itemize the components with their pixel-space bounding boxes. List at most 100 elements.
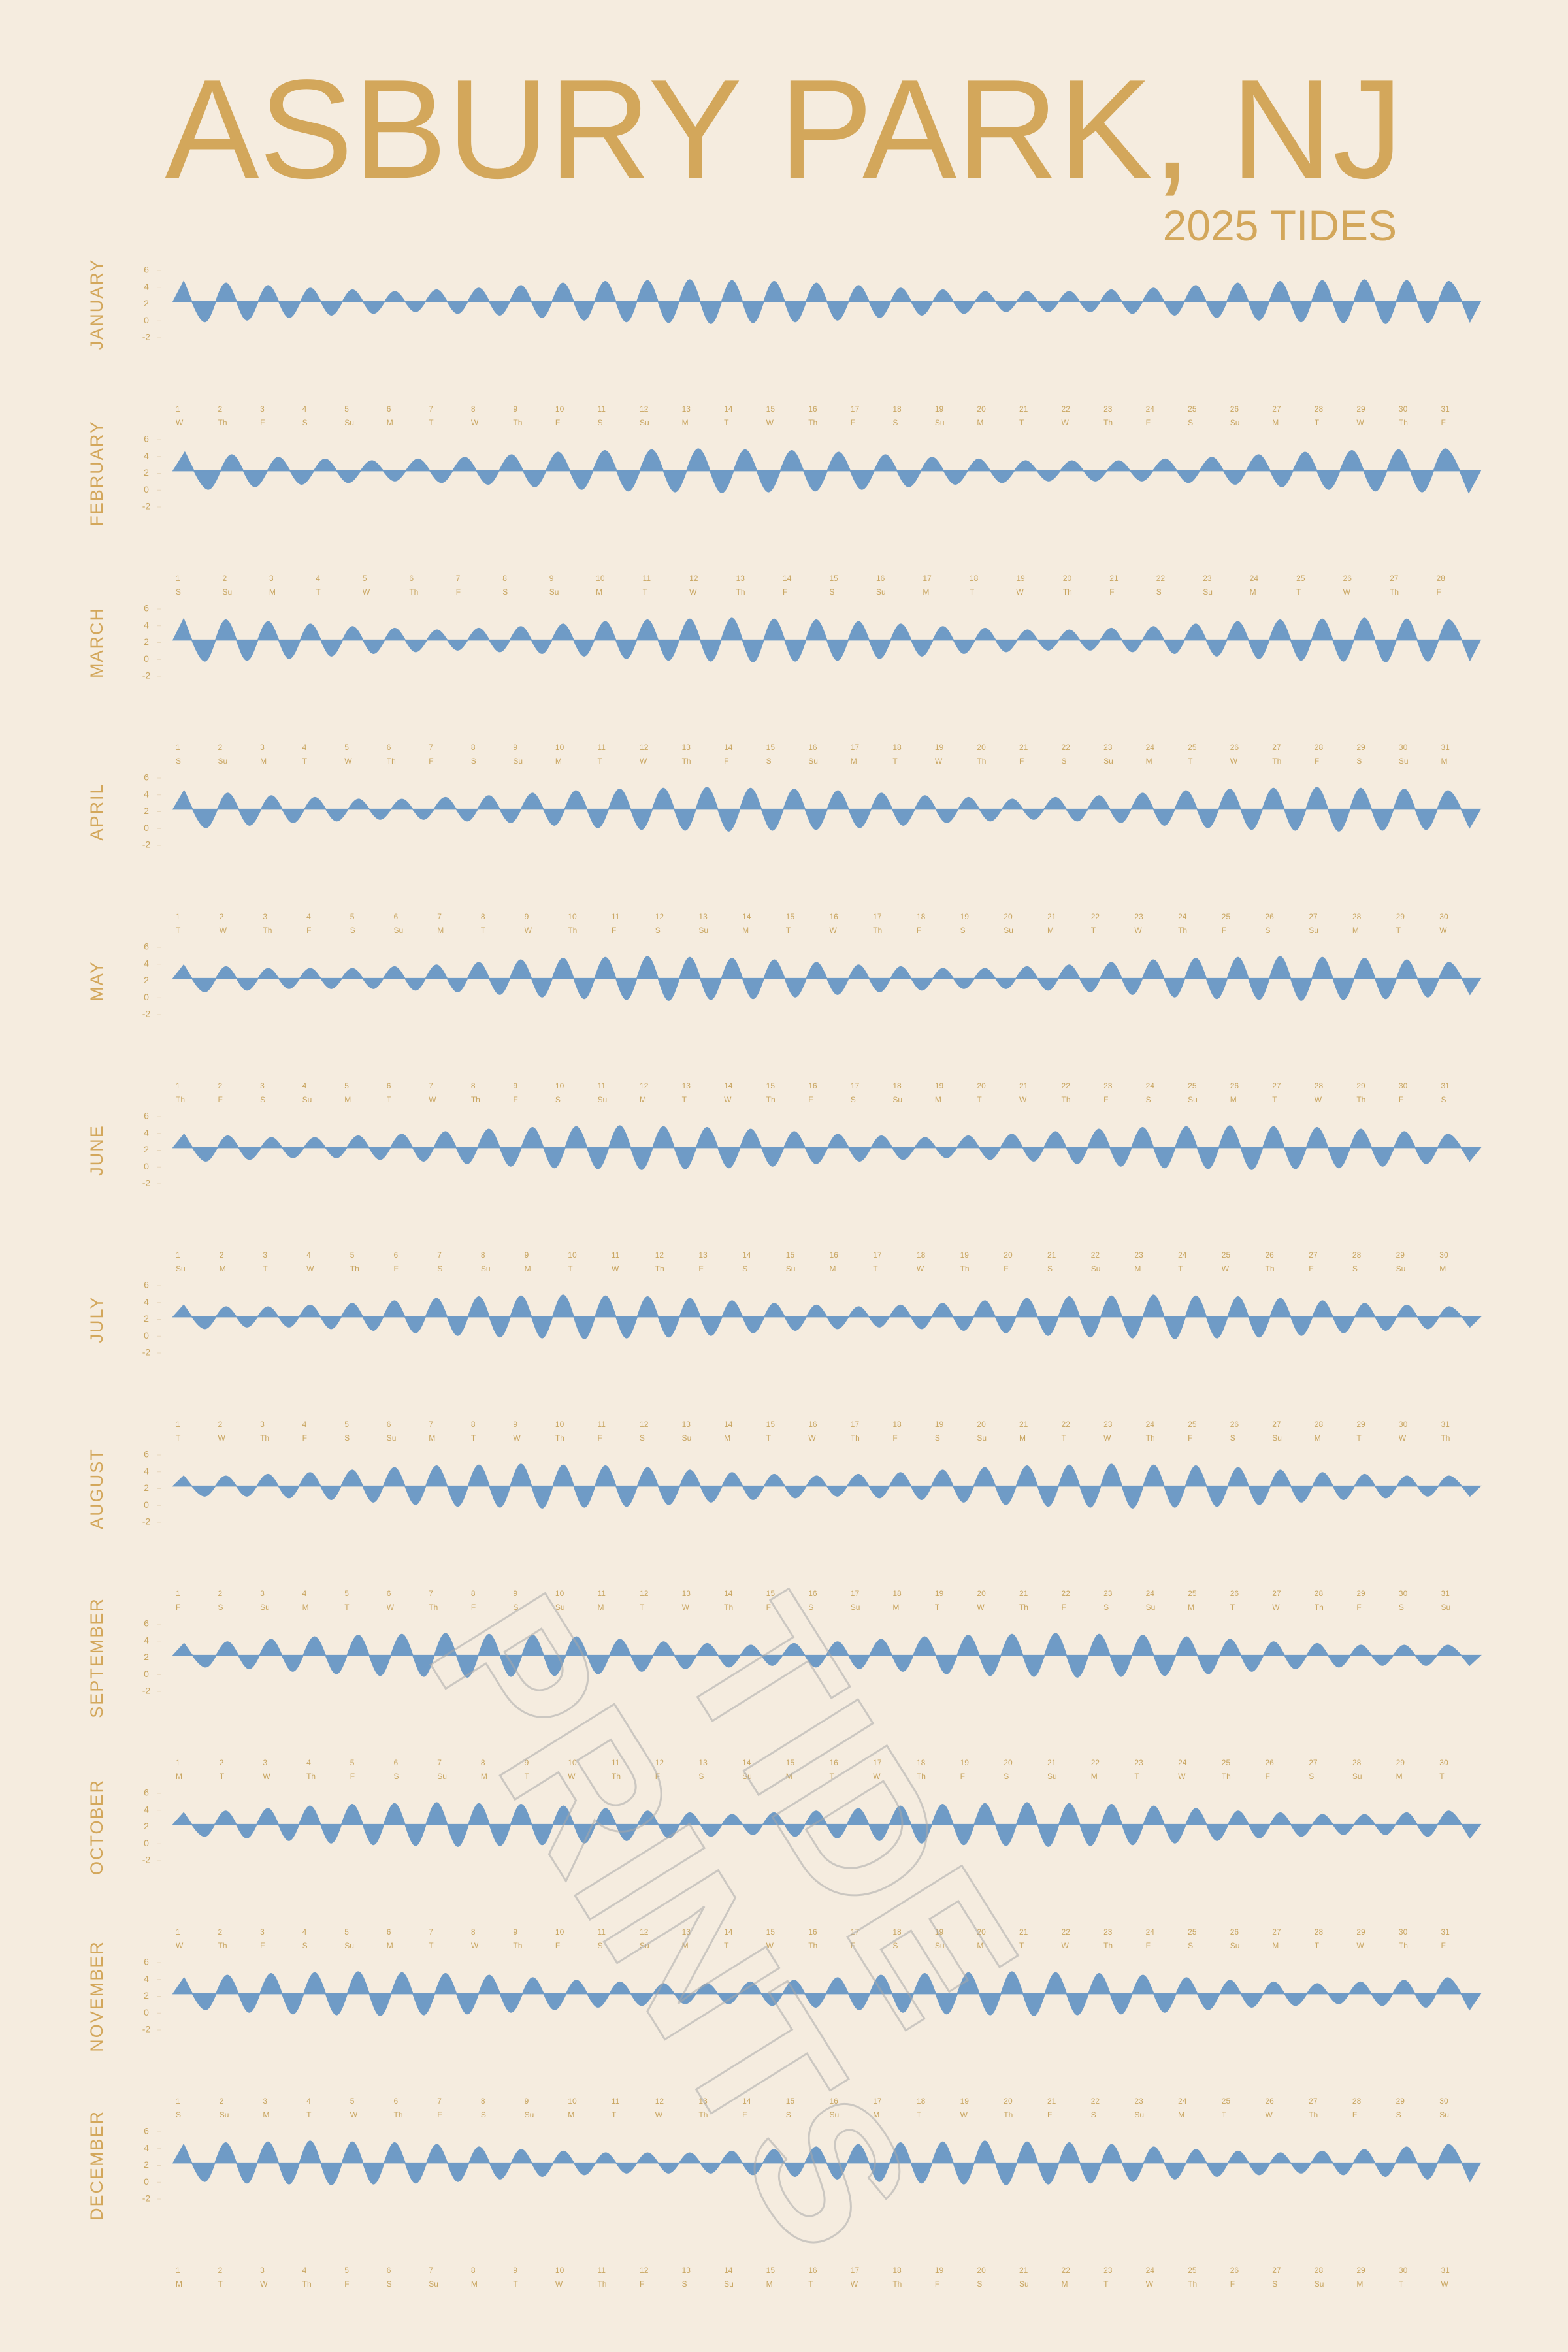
y-tick-label: 6 <box>144 1788 149 1798</box>
weekday: F <box>1441 1941 1445 1950</box>
day-number: 6 <box>387 1927 391 1936</box>
weekday: S <box>1309 1772 1314 1781</box>
y-tick-label: 2 <box>144 1990 149 2001</box>
weekday: M <box>1315 1433 1321 1443</box>
weekday: M <box>1439 1264 1446 1273</box>
day-number: 10 <box>568 2097 577 2106</box>
weekday: M <box>742 926 749 935</box>
y-tick-label: 4 <box>144 2142 149 2153</box>
y-tick-label: 0 <box>144 1499 149 1510</box>
day-number: 6 <box>394 1250 399 1260</box>
month-name: AUGUST <box>87 1448 106 1529</box>
weekday: Su <box>344 418 354 427</box>
day-number: 30 <box>1399 2266 1408 2275</box>
day-number: 9 <box>513 2266 517 2275</box>
day-number: 1 <box>176 912 180 921</box>
day-number: 10 <box>555 1589 564 1598</box>
y-tick-label: 2 <box>144 975 149 985</box>
day-number: 24 <box>1178 912 1187 921</box>
day-number: 14 <box>724 1420 733 1429</box>
day-number: 9 <box>525 2097 529 2106</box>
day-number: 8 <box>481 1250 485 1260</box>
day-number: 27 <box>1272 1081 1281 1090</box>
day-number: 3 <box>260 404 265 414</box>
tide-curve <box>172 1463 1482 1509</box>
weekday: Su <box>724 2279 734 2289</box>
weekday: Th <box>555 1433 564 1443</box>
day-number: 9 <box>513 1589 517 1598</box>
weekday: S <box>176 757 181 766</box>
poster-subtitle: 2025 TIDES <box>1163 201 1397 250</box>
weekday: Su <box>640 418 649 427</box>
day-number: 18 <box>892 2266 902 2275</box>
y-tick-label: 4 <box>144 1804 149 1814</box>
day-number: 14 <box>742 2097 751 2106</box>
day-number: 13 <box>682 1589 691 1598</box>
month-row: MARCH -202461S2Su3M4T5W6Th7F8S9Su10M11T12… <box>87 603 1482 766</box>
weekday: F <box>456 587 461 596</box>
weekday: Th <box>1272 757 1281 766</box>
weekday: T <box>1315 418 1320 427</box>
day-number: 17 <box>923 574 932 583</box>
weekday: W <box>935 757 943 766</box>
day-number: 24 <box>1178 1758 1187 1767</box>
y-tick-label: 0 <box>144 1838 149 1848</box>
weekday: M <box>1396 1772 1403 1781</box>
weekday: M <box>977 1941 983 1950</box>
day-number: 3 <box>263 1250 267 1260</box>
day-number: 5 <box>344 743 349 752</box>
month-name: OCTOBER <box>87 1779 106 1875</box>
weekday: T <box>429 418 434 427</box>
day-number: 28 <box>1315 404 1324 414</box>
weekday: Th <box>263 926 272 935</box>
weekday: M <box>387 418 393 427</box>
day-number: 10 <box>555 743 564 752</box>
day-number: 11 <box>612 912 620 921</box>
weekday: Su <box>549 587 559 596</box>
day-number: 20 <box>1004 1250 1013 1260</box>
month-row: JANUARY -202461W2Th3F4S5Su6M7T8W9Th10F11S… <box>87 259 1482 427</box>
weekday: W <box>682 1603 690 1612</box>
day-number: 17 <box>873 912 882 921</box>
day-number: 14 <box>724 2266 733 2275</box>
month-rows: JANUARY -202461W2Th3F4S5Su6M7T8W9Th10F11S… <box>87 259 1482 2289</box>
day-number: 24 <box>1146 1420 1155 1429</box>
weekday: Su <box>851 1603 860 1612</box>
day-number: 15 <box>766 1081 776 1090</box>
y-tick-label: 0 <box>144 2176 149 2187</box>
weekday: T <box>808 2279 813 2289</box>
day-number: 2 <box>220 1250 224 1260</box>
weekday: Su <box>1352 1772 1362 1781</box>
weekday: T <box>1439 1772 1445 1781</box>
weekday: S <box>1399 1603 1404 1612</box>
weekday: T <box>830 1772 835 1781</box>
weekday: M <box>830 1264 836 1273</box>
day-number: 23 <box>1103 1589 1113 1598</box>
day-number: 20 <box>977 1927 986 1936</box>
tide-curve <box>172 956 1482 1001</box>
weekday: F <box>1019 757 1024 766</box>
day-number: 29 <box>1356 1420 1365 1429</box>
day-number: 19 <box>935 404 944 414</box>
day-number: 22 <box>1062 2266 1071 2275</box>
day-number: 24 <box>1146 1927 1155 1936</box>
weekday: T <box>568 1264 573 1273</box>
day-number: 11 <box>612 1250 620 1260</box>
weekday: F <box>766 1603 771 1612</box>
weekday: S <box>1266 926 1271 935</box>
weekday: S <box>1103 1603 1109 1612</box>
weekday: Th <box>977 757 986 766</box>
weekday: Su <box>344 1941 354 1950</box>
day-number: 27 <box>1390 574 1399 583</box>
y-tick-label: 6 <box>144 2126 149 2136</box>
day-number: 22 <box>1062 1589 1071 1598</box>
weekday: Th <box>612 1772 621 1781</box>
day-number: 7 <box>429 1420 433 1429</box>
weekday: Su <box>977 1433 987 1443</box>
day-number: 11 <box>597 2266 606 2275</box>
day-number: 19 <box>935 1081 944 1090</box>
weekday: M <box>344 1095 351 1104</box>
day-number: 26 <box>1230 1420 1239 1429</box>
weekday: Su <box>222 587 232 596</box>
day-number: 4 <box>302 743 307 752</box>
